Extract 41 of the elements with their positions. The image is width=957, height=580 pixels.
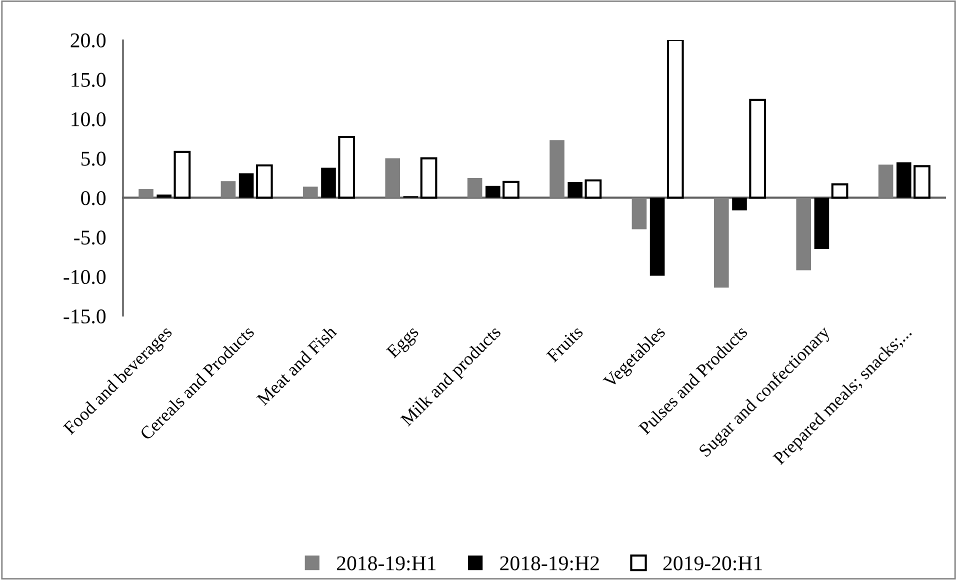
bar: [831, 183, 848, 199]
bar: [138, 189, 154, 198]
bar: [914, 165, 930, 199]
bar: [174, 150, 191, 199]
x-tick-label: Eggs: [386, 325, 422, 362]
bar: [732, 198, 747, 210]
legend-label: 2019-20:H1: [663, 556, 762, 570]
legend-label: 2018-19:H1: [337, 556, 436, 570]
y-tick-label: 15.0: [72, 72, 106, 87]
y-tick-label: 5.0: [82, 152, 106, 166]
bar: [502, 180, 520, 199]
bar: [420, 157, 438, 199]
bar: [650, 198, 665, 276]
bar: [550, 140, 564, 198]
bar: [796, 198, 812, 270]
bar: [321, 168, 336, 198]
bar: [714, 198, 729, 288]
bar: [303, 186, 318, 198]
bar: [632, 198, 647, 230]
y-tick-label: 10.0: [72, 112, 106, 126]
y-tick-label: -5.0: [74, 230, 106, 245]
bar: [256, 164, 273, 199]
bar: [896, 162, 912, 198]
y-tick-label: -15.0: [64, 309, 106, 324]
legend-label: 2018-19:H2: [500, 556, 599, 570]
bar: [220, 181, 236, 198]
bar: [385, 158, 400, 198]
y-tick-label: -10.0: [64, 270, 106, 284]
bar: [568, 182, 582, 198]
y-tick-label: 0.0: [81, 191, 106, 206]
bar: [749, 98, 766, 199]
bar: [486, 186, 500, 198]
bar: [584, 179, 602, 199]
bar: [156, 194, 172, 198]
bar: [238, 173, 254, 198]
bar: [878, 164, 894, 198]
bar: [338, 136, 356, 199]
bar: [666, 40, 684, 199]
bar: [467, 178, 482, 198]
bar: [814, 198, 830, 249]
y-tick-label: 20.0: [70, 33, 106, 48]
